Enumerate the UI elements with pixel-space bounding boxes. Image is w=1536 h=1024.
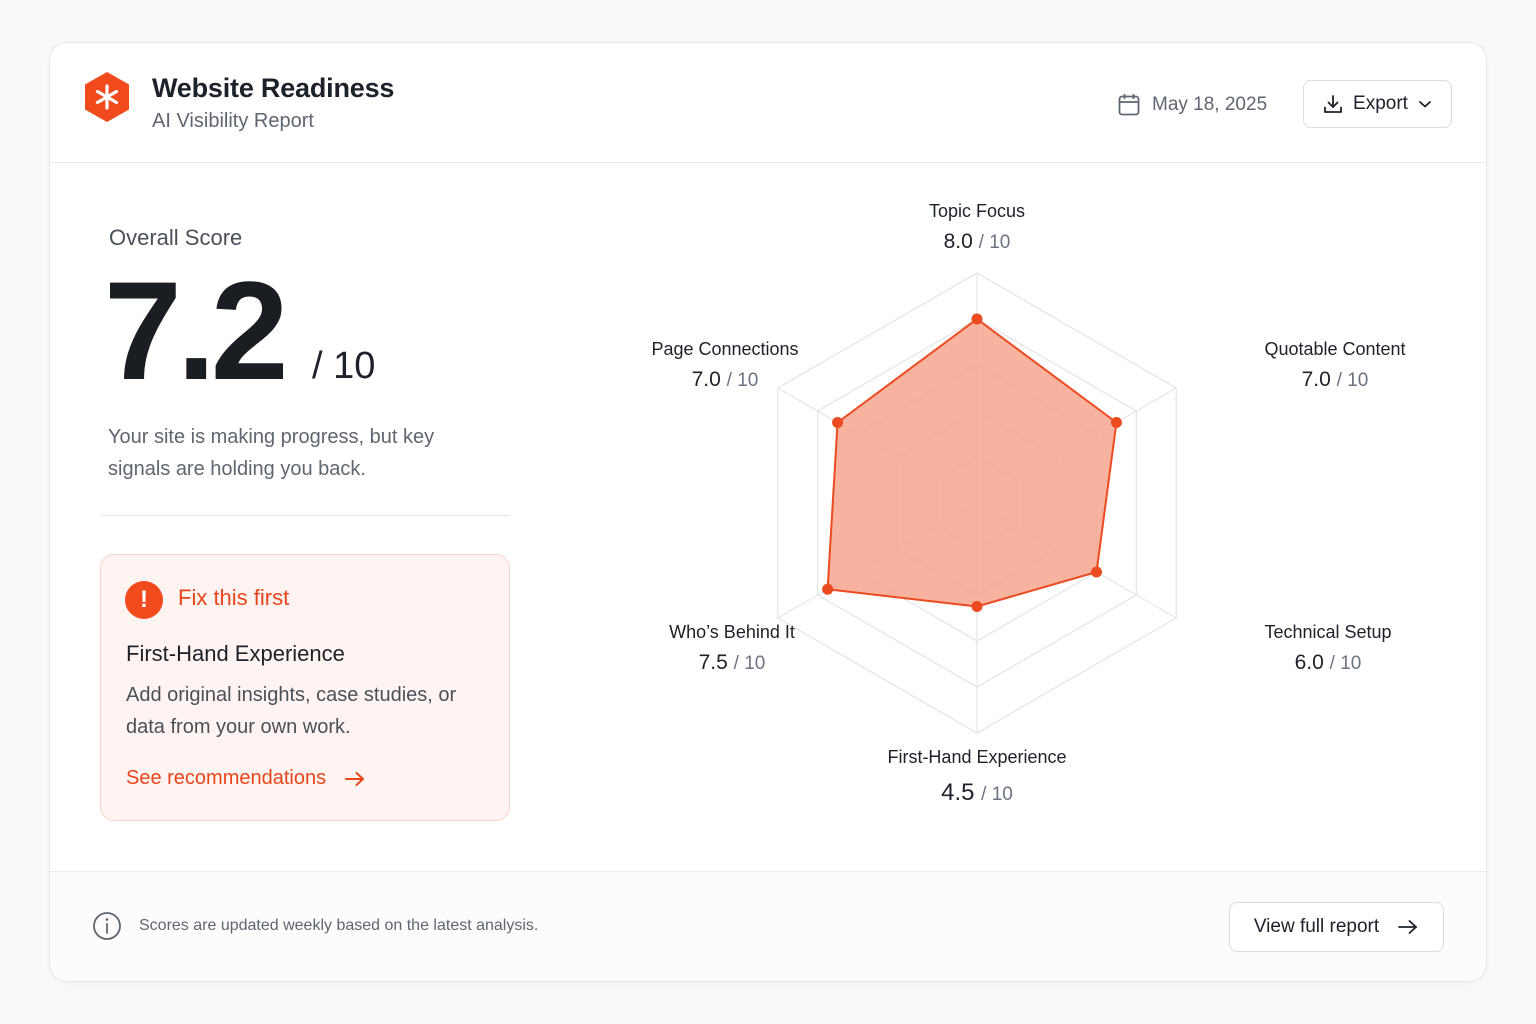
axis-label: Technical Setup <box>1264 622 1391 642</box>
axis-value: 7.0 / 10 <box>1302 368 1369 391</box>
alert-icon: ! <box>125 581 163 619</box>
radar-chart: Topic Focus 8.0 / 10 Quotable Content 7.0 /… <box>651 201 1405 806</box>
overall-score-denominator: / 10 <box>312 345 376 387</box>
arrow-right-icon <box>345 771 365 786</box>
divider <box>100 515 510 516</box>
view-full-report-label: View full report <box>1253 916 1380 937</box>
page-title: Website Readiness <box>152 73 395 103</box>
axis-denominator: / 10 <box>734 653 766 674</box>
fix-first-text: Add original insights, case studies, or … <box>126 684 457 738</box>
axis-label: Topic Focus <box>929 201 1025 221</box>
axis-denominator: / 10 <box>981 784 1013 805</box>
data-point <box>971 601 983 612</box>
axis-label: First-Hand Experience <box>887 747 1066 767</box>
fix-first-heading: First-Hand Experience <box>126 641 345 666</box>
page-subtitle: AI Visibility Report <box>152 110 314 132</box>
axis-denominator: / 10 <box>979 232 1011 253</box>
data-point <box>1110 417 1122 428</box>
calendar-icon <box>1118 94 1140 116</box>
data-area <box>826 318 1118 608</box>
footer-note: Scores are updated weekly based on the l… <box>139 917 539 934</box>
axis-denominator: / 10 <box>727 370 759 391</box>
arrow-right-icon <box>1398 920 1418 934</box>
axis-score: 7.0 <box>1302 368 1337 391</box>
date-text: May 18, 2025 <box>1152 94 1268 115</box>
fix-first-title: Fix this first <box>178 585 290 610</box>
axis-denominator: / 10 <box>1330 653 1362 674</box>
axis-denominator: / 10 <box>1337 370 1369 391</box>
axis-score: 7.5 <box>699 651 734 674</box>
export-button[interactable]: Export <box>1303 80 1452 128</box>
see-recommendations-link[interactable]: See recommendations <box>126 767 366 790</box>
overall-score-value: 7.2 <box>104 252 289 409</box>
chevron-down-icon <box>1419 101 1431 108</box>
axis-score: 4.5 <box>941 779 981 806</box>
axis-value: 4.5 / 10 <box>941 779 1013 806</box>
report-card: Website Readiness AI Visibility Report M… <box>49 42 1487 982</box>
axis-label: Quotable Content <box>1264 339 1405 359</box>
data-point <box>971 313 983 325</box>
data-point <box>1091 566 1103 578</box>
export-label: Export <box>1353 93 1408 114</box>
report-date: May 18, 2025 <box>1118 91 1267 119</box>
axis-label: Page Connections <box>651 339 798 359</box>
axis-score: 6.0 <box>1295 651 1330 674</box>
download-icon <box>1324 95 1342 113</box>
data-point <box>832 417 844 428</box>
see-recommendations-label: See recommendations <box>126 767 327 789</box>
view-full-report-button[interactable]: View full report <box>1229 902 1444 952</box>
axis-score: 7.0 <box>692 368 727 391</box>
overall-score-label: Overall Score <box>109 225 243 250</box>
fix-first-panel: ! Fix this first First-Hand Experience A… <box>100 554 510 821</box>
overall-score-description: Your site is making progress, but key si… <box>108 426 435 480</box>
asterisk-hexagon-icon <box>85 72 129 122</box>
axis-value: 8.0 / 10 <box>944 230 1011 253</box>
data-point <box>822 583 834 595</box>
axis-value: 6.0 / 10 <box>1295 651 1362 674</box>
axis-value: 7.5 / 10 <box>699 651 766 674</box>
axis-score: 8.0 <box>944 230 979 253</box>
header: Website Readiness AI Visibility Report M… <box>50 43 1486 163</box>
info-icon <box>93 912 121 940</box>
axis-label: Who’s Behind It <box>669 622 795 642</box>
axis-value: 7.0 / 10 <box>692 368 759 391</box>
footer: Scores are updated weekly based on the l… <box>50 871 1486 981</box>
